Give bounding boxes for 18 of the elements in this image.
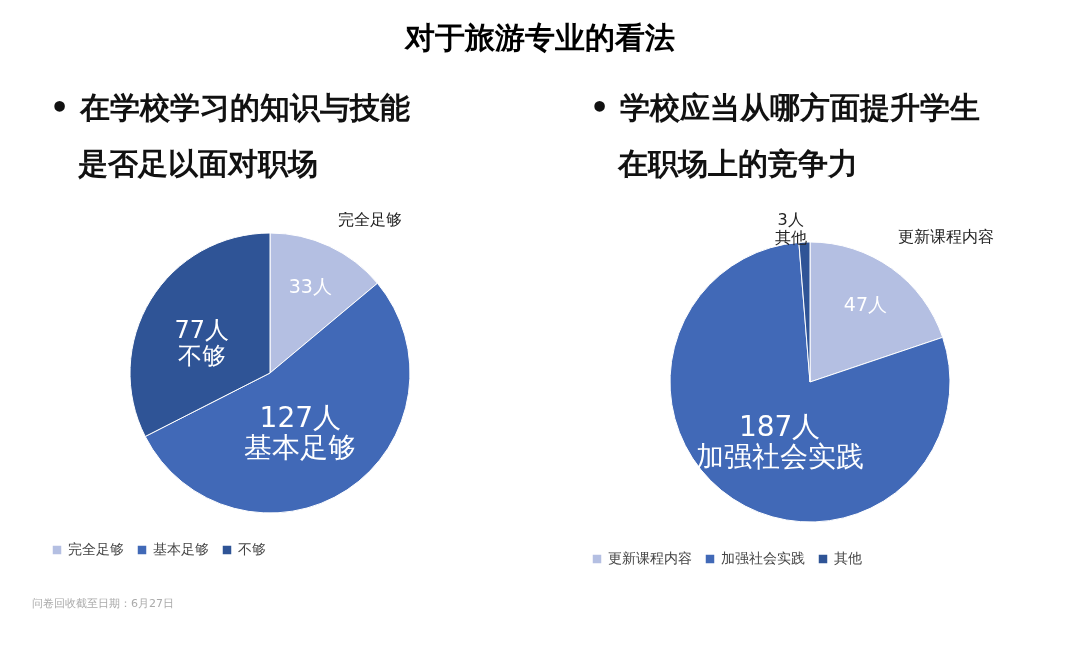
slice-label: 完全足够: [338, 210, 403, 230]
data-label: 47人: [843, 292, 888, 315]
legend-label: 更新课程内容: [608, 550, 692, 566]
data-label: 3人: [777, 210, 804, 230]
chart-subtitle: • 学校应当从哪方面提升学生在职场上的竞争力: [590, 89, 981, 183]
text: 对于旅游专业的看法: [403, 19, 676, 57]
legend-label: 不够: [238, 541, 266, 557]
slice-label: 不够: [177, 342, 226, 371]
data-label: 33人: [288, 274, 332, 297]
legend-label: 加强社会实践: [721, 550, 805, 566]
data-label: 77人: [174, 316, 230, 345]
slice-label: 更新课程内容: [897, 226, 994, 246]
text: 问卷回收截至日期：6月27日: [32, 596, 174, 611]
chart-subtitle: • 在学校学习的知识与技能是否足以面对职场: [50, 89, 411, 183]
legend-label: 其他: [834, 550, 862, 566]
legend-label: 基本足够: [153, 541, 209, 557]
legend-label: 完全足够: [68, 541, 124, 557]
slice-label: 其他: [774, 228, 807, 248]
